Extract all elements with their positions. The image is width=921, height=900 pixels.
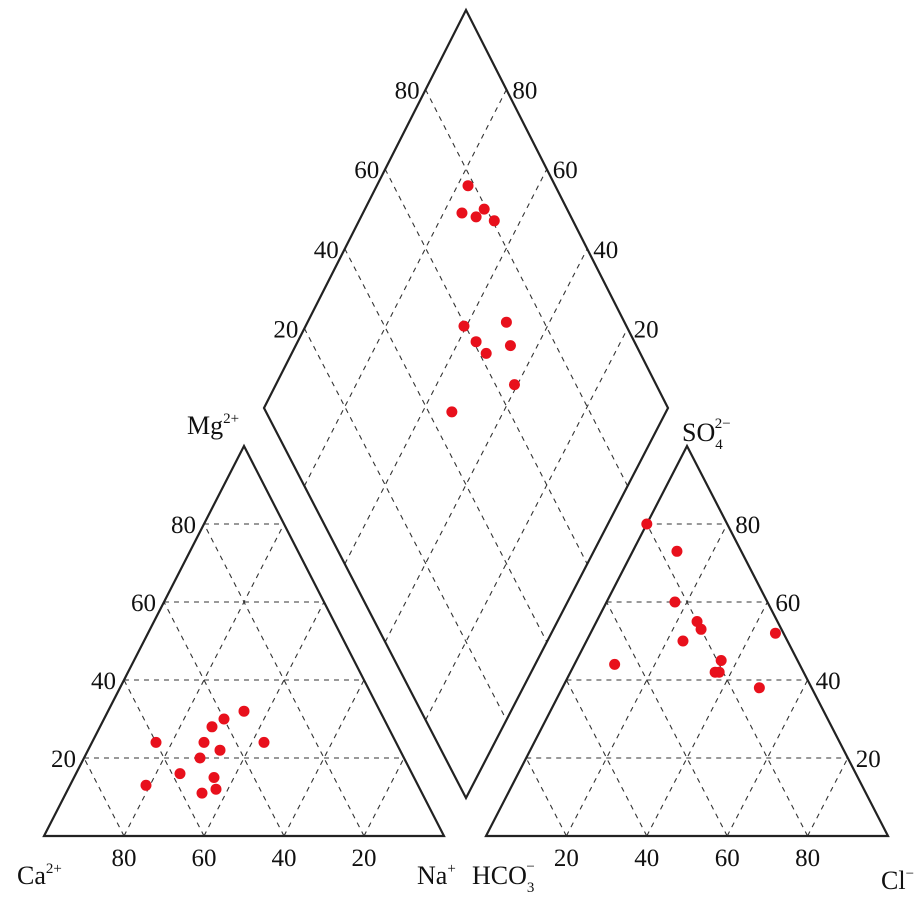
- diamond-outline: [262, 7, 670, 801]
- tick-label-diamond-right: 40: [593, 237, 618, 264]
- tick-label-mg: 80: [171, 512, 196, 539]
- diamond-grid-b: [425, 328, 629, 721]
- diamond-grid-b: [384, 248, 588, 643]
- tick-label-ca: 60: [192, 845, 217, 872]
- anion-sample-point: [677, 635, 689, 647]
- cation-sample-point: [258, 736, 270, 748]
- tick-label-diamond-left: 40: [314, 237, 339, 264]
- cation-sample-point: [174, 768, 186, 780]
- diamond-grid-a: [344, 248, 548, 643]
- cation-sample-point: [140, 779, 152, 791]
- anion-grid-hco3: [646, 523, 809, 837]
- diamond-sample-point: [504, 340, 516, 352]
- cation-sample-point: [198, 736, 210, 748]
- tick-label-diamond-right: 80: [512, 78, 537, 105]
- label-mg: Mg2+: [187, 411, 239, 440]
- diamond-sample-point: [458, 320, 470, 332]
- tick-label-so4: 40: [816, 668, 841, 695]
- anion-sample-point: [769, 627, 781, 639]
- tick-label-mg: 60: [131, 590, 156, 617]
- label-hco3: HCO3−: [472, 859, 535, 896]
- cation-grid-na: [123, 523, 285, 837]
- diagram-outlines: [42, 7, 890, 838]
- diamond-sample-point: [470, 211, 482, 223]
- cation-grid-na: [203, 601, 325, 837]
- tick-label-diamond-left: 60: [354, 157, 379, 184]
- cation-grid-ca: [83, 757, 125, 837]
- label-cl: Cl−: [881, 866, 914, 895]
- label-na: Na+: [417, 861, 456, 890]
- anion-sample-point: [691, 616, 703, 627]
- cation-sample-point: [196, 787, 208, 799]
- anion-triangle-outline: [484, 443, 890, 838]
- cation-sample-point: [210, 783, 222, 795]
- diamond-sample-point: [508, 379, 520, 391]
- cation-sample-point: [214, 744, 226, 756]
- diamond-sample-point: [500, 316, 512, 328]
- anion-sample-point: [715, 655, 727, 666]
- anion-grid-cl: [807, 757, 849, 837]
- tick-label-diamond-left: 80: [395, 78, 420, 105]
- tick-label-ca: 20: [352, 845, 377, 872]
- tick-label-diamond-right: 60: [553, 157, 578, 184]
- tick-label-mg: 20: [51, 746, 76, 773]
- anion-sample-point: [713, 666, 725, 678]
- diamond-sample-point: [488, 215, 500, 227]
- diamond-sample-point: [478, 203, 490, 215]
- diamond-grid-b: [303, 89, 507, 487]
- anion-sample-point: [669, 596, 681, 608]
- tick-label-cl: 40: [634, 845, 659, 872]
- diamond-sample-point: [462, 180, 474, 192]
- tick-label-so4: 80: [735, 512, 760, 539]
- tick-labels: 20 20 20 20 20 20 40 40 40 40 40 40 60 60 60 60 60 60 80 80…: [51, 78, 881, 872]
- anion-grid-cl: [646, 601, 768, 837]
- diamond-grid-a: [384, 168, 588, 565]
- anion-grid-hco3: [606, 601, 728, 837]
- anion-grid-cl: [565, 523, 728, 837]
- sample-points: [140, 180, 781, 799]
- label-ca: Ca2+: [17, 861, 62, 890]
- diamond-sample-point: [446, 406, 458, 418]
- diamond-grid-a: [425, 89, 629, 487]
- cation-sample-point: [150, 736, 162, 748]
- cation-sample-point: [206, 721, 218, 733]
- tick-label-cl: 20: [554, 845, 579, 872]
- diamond-sample-point: [456, 207, 468, 219]
- cation-sample-point: [238, 705, 250, 717]
- label-so4: SO42−: [682, 416, 731, 453]
- anion-sample-point: [671, 545, 683, 557]
- tick-label-diamond-left: 20: [273, 316, 298, 343]
- tick-label-so4: 60: [775, 590, 800, 617]
- cation-grid-ca: [203, 523, 365, 837]
- tick-label-cl: 60: [715, 845, 740, 872]
- tick-label-so4: 20: [856, 746, 881, 773]
- anion-sample-point: [641, 518, 653, 530]
- anion-sample-point: [753, 682, 765, 694]
- tick-label-ca: 40: [272, 845, 297, 872]
- diamond-sample-point: [480, 347, 492, 359]
- diamond-sample-point: [470, 336, 482, 348]
- tick-label-ca: 80: [112, 845, 137, 872]
- tick-label-diamond-right: 20: [634, 316, 659, 343]
- tick-label-cl: 80: [795, 845, 820, 872]
- anion-sample-point: [609, 658, 621, 670]
- diamond-grid-a: [303, 328, 507, 721]
- cation-sample-point: [218, 713, 230, 725]
- cation-sample-point: [208, 772, 220, 783]
- diamond-grid-b: [344, 168, 548, 565]
- cation-sample-point: [194, 752, 206, 764]
- cation-triangle-outline: [42, 443, 446, 838]
- anion-grid-hco3: [525, 757, 567, 837]
- grid-lines: [83, 89, 849, 837]
- cation-grid-na: [363, 757, 405, 837]
- tick-label-mg: 40: [91, 668, 116, 695]
